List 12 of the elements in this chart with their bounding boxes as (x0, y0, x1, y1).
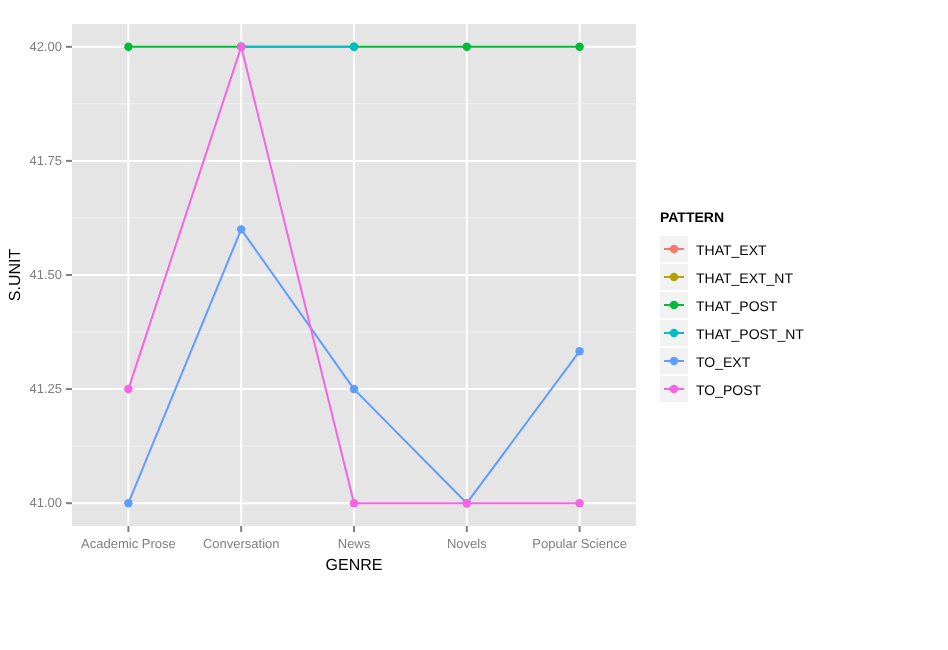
point (236, 225, 246, 234)
point (349, 498, 359, 508)
x-axis-title: GENRE (325, 556, 383, 574)
y-axis-title: S.UNIT (6, 248, 24, 302)
point (575, 347, 584, 356)
point (349, 384, 359, 394)
point (124, 384, 133, 394)
point (462, 42, 472, 52)
point (124, 42, 133, 52)
point (124, 498, 133, 508)
point (575, 498, 584, 508)
point (575, 42, 584, 52)
